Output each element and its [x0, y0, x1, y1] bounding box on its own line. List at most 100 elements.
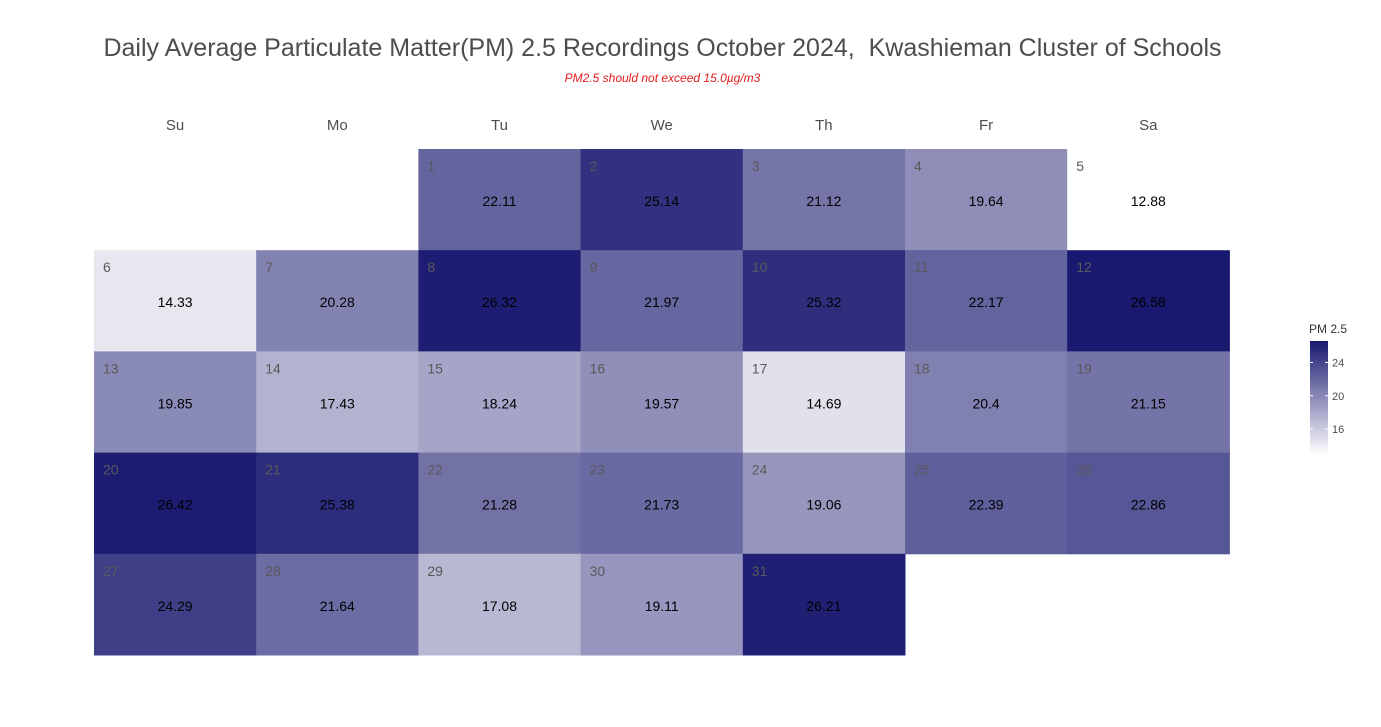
- weekday-header: Su: [166, 117, 184, 134]
- day-tile: [742, 351, 906, 454]
- day-tile: [256, 452, 419, 555]
- value-label: 25.14: [644, 193, 679, 209]
- value-label: 20.4: [972, 395, 999, 411]
- value-label: 26.42: [158, 497, 193, 513]
- value-label: 20.28: [320, 294, 355, 310]
- day-number: 3: [752, 158, 760, 174]
- day-tile: [580, 351, 744, 454]
- day-number: 14: [265, 360, 281, 376]
- value-label: 14.33: [158, 294, 193, 310]
- value-label: 22.39: [969, 497, 1004, 513]
- day-tile: [580, 149, 744, 251]
- day-tile: [256, 553, 419, 656]
- legend-tick-label: 20: [1332, 391, 1344, 403]
- day-tile: [1067, 149, 1230, 251]
- day-tile: [742, 452, 906, 555]
- value-label: 21.73: [644, 497, 679, 513]
- value-label: 12.88: [1131, 193, 1166, 209]
- day-number: 22: [427, 462, 443, 478]
- value-label: 26.21: [806, 598, 841, 614]
- chart-subtitle: PM2.5 should not exceed 15.0µg/m3: [564, 71, 761, 85]
- day-number: 20: [103, 462, 119, 478]
- day-number: 10: [752, 259, 768, 275]
- day-tile: [94, 250, 257, 352]
- day-tile: [418, 250, 582, 352]
- day-number: 12: [1076, 259, 1092, 275]
- day-tile: [580, 250, 744, 352]
- day-tile: [742, 553, 906, 656]
- day-number: 7: [265, 259, 273, 275]
- value-label: 21.28: [482, 497, 517, 513]
- day-number: 17: [752, 360, 768, 376]
- day-number: 27: [103, 563, 119, 579]
- day-tile: [1067, 250, 1230, 352]
- day-number: 19: [1076, 360, 1092, 376]
- value-label: 19.11: [645, 598, 679, 614]
- day-tile: [418, 553, 582, 656]
- day-tile: [418, 452, 582, 555]
- day-tile: [905, 250, 1068, 352]
- day-tile: [256, 250, 419, 352]
- legend-title: PM 2.5: [1309, 322, 1347, 336]
- legend-ticks: 24 20 16: [1310, 357, 1344, 436]
- day-number: 29: [427, 563, 443, 579]
- value-label: 25.32: [806, 294, 841, 310]
- day-tile: [418, 149, 582, 251]
- day-tile: [1067, 351, 1230, 454]
- value-label: 19.85: [158, 395, 193, 411]
- value-label: 18.24: [482, 395, 517, 411]
- value-label: 19.06: [806, 497, 841, 513]
- value-label: 21.15: [1131, 395, 1166, 411]
- value-label: 17.08: [482, 598, 517, 614]
- day-number: 4: [914, 158, 922, 174]
- value-label: 21.97: [644, 294, 679, 310]
- value-label: 24.29: [158, 598, 193, 614]
- weekday-headers: Su Mo Tu We Th Fr Sa: [166, 117, 1158, 134]
- value-label: 26.32: [482, 294, 517, 310]
- day-tile: [905, 351, 1068, 454]
- day-number: 18: [914, 360, 930, 376]
- day-tile: [905, 452, 1068, 555]
- day-tile: [1067, 452, 1230, 555]
- day-number: 31: [752, 563, 768, 579]
- calendar-tiles: 1 22.11 2 25.14 3 21.12 4 19.64 5 12.88 6 14.33 7 20.…: [94, 149, 1230, 656]
- day-number: 11: [914, 259, 929, 275]
- chart-title: Daily Average Particulate Matter(PM) 2.5…: [103, 34, 1222, 62]
- day-number: 8: [427, 259, 435, 275]
- value-label: 25.38: [320, 497, 355, 513]
- weekday-header: Fr: [979, 117, 993, 134]
- day-number: 21: [265, 462, 281, 478]
- day-tile: [94, 452, 257, 555]
- value-label: 19.64: [969, 193, 1004, 209]
- value-label: 19.57: [644, 395, 679, 411]
- day-tile: [580, 452, 744, 555]
- value-label: 26.58: [1131, 294, 1166, 310]
- day-tile: [580, 553, 744, 656]
- weekday-header: Th: [815, 117, 833, 134]
- value-label: 21.12: [806, 193, 841, 209]
- day-tile: [94, 351, 257, 454]
- weekday-header: Tu: [491, 117, 508, 134]
- day-number: 16: [590, 360, 606, 376]
- legend-colorbar: [1310, 341, 1328, 455]
- legend-tick-label: 24: [1332, 357, 1344, 369]
- day-tile: [418, 351, 582, 454]
- day-number: 24: [752, 462, 768, 478]
- legend-tick-label: 16: [1332, 424, 1344, 436]
- day-number: 28: [265, 563, 281, 579]
- day-tile: [94, 553, 257, 656]
- weekday-header: We: [651, 117, 673, 134]
- day-number: 9: [590, 259, 598, 275]
- value-label: 21.64: [320, 598, 355, 614]
- day-tile: [905, 149, 1068, 251]
- day-number: 1: [427, 158, 435, 174]
- day-number: 2: [590, 158, 598, 174]
- color-legend: PM 2.5 24 20 16: [1309, 322, 1347, 455]
- day-number: 25: [914, 462, 930, 478]
- day-tile: [256, 351, 419, 454]
- day-number: 30: [590, 563, 606, 579]
- day-tile: [742, 149, 906, 251]
- day-number: 23: [590, 462, 606, 478]
- weekday-header: Sa: [1139, 117, 1158, 134]
